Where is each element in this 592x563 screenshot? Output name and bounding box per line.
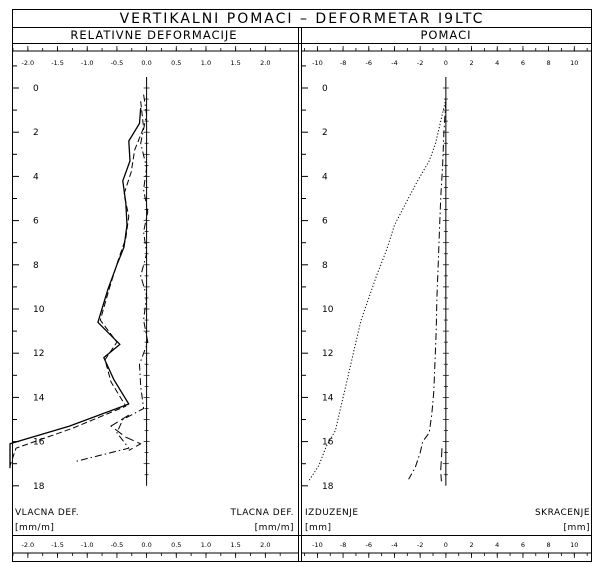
bottom-x-tick-label: 1.5 — [230, 541, 240, 549]
chart-panel-0: -2.0 -1.5 -1.0 -0.5 0.0 0.5 1.0 1.5 2.0 -2.0 -1.5 -… — [9, 46, 298, 558]
bottom-x-tick-label: 10 — [570, 541, 578, 549]
page-title: VERTIKALNI POMACI – DEFORMETAR I9LTC — [120, 11, 485, 27]
top-x-tick-label: 1.5 — [230, 59, 240, 67]
bottom-x-tick-label: -1.5 — [51, 541, 64, 549]
caption-skracenje: SKRACENJE — [535, 508, 590, 518]
depth-tick-label: 6 — [33, 217, 39, 227]
depth-tick-label: 16 — [33, 438, 45, 448]
top-x-tick-label: 10 — [570, 59, 578, 67]
chart-panel-1: -10 -8 -6 -4 -2 0 2 4 6 8 10 -10 -8 -6 -4 -2 0 2 4 6 8 10 0 2 4 6… — [302, 46, 591, 558]
plot-layer: -2.0 -1.5 -1.0 -0.5 0.0 0.5 1.0 1.5 2.0 -2.0 -1.5 -… — [9, 46, 591, 558]
bottom-x-tick-label: 2 — [469, 541, 473, 549]
depth-tick-label: 14 — [33, 393, 45, 403]
depth-tick-label: 4 — [322, 172, 328, 182]
depth-tick-label: 12 — [322, 349, 333, 359]
depth-tick-label: 12 — [33, 349, 44, 359]
bottom-x-tick-label: 0.5 — [171, 541, 181, 549]
caption-tlacna: TLACNA DEF. — [230, 508, 294, 518]
top-x-tick-label: -0.5 — [111, 59, 124, 67]
top-x-tick-label: -6 — [366, 59, 372, 67]
panel-subtitle-left: RELATIVNE DEFORMACIJE — [70, 28, 237, 42]
depth-tick-label: 8 — [33, 261, 39, 271]
top-x-tick-label: 0.5 — [171, 59, 181, 67]
series-line-2-long-dash — [440, 448, 443, 482]
top-x-tick-label: 0 — [444, 59, 448, 67]
top-x-tick-label: -10 — [312, 59, 323, 67]
depth-tick-label: 6 — [322, 217, 328, 227]
top-x-tick-label: 2 — [469, 59, 473, 67]
bottom-x-tick-label: -2 — [417, 541, 423, 549]
panel-subtitle-right: POMACI — [421, 28, 472, 42]
top-x-tick-label: 6 — [521, 59, 525, 67]
depth-tick-label: 10 — [322, 305, 334, 315]
depth-tick-label: 18 — [322, 482, 334, 492]
depth-tick-label: 0 — [322, 84, 328, 94]
bottom-x-tick-label: 0 — [444, 541, 448, 549]
bottom-x-tick-label: -0.5 — [111, 541, 124, 549]
bottom-x-tick-label: -4 — [391, 541, 397, 549]
bottom-x-tick-label: 2.0 — [260, 541, 270, 549]
series-line-3-long-dash — [110, 414, 142, 451]
series-line-1-dashed — [9, 101, 145, 467]
bottom-x-tick-label: -8 — [340, 541, 346, 549]
depth-tick-label: 10 — [33, 305, 45, 315]
top-x-tick-label: -8 — [340, 59, 346, 67]
series-line-0-dotted — [307, 98, 447, 482]
bottom-x-tick-label: 0.0 — [141, 541, 151, 549]
top-x-tick-label: 0.0 — [141, 59, 151, 67]
unit-right-a: [mm] — [305, 523, 332, 533]
depth-tick-label: 18 — [33, 482, 45, 492]
series-line-1-dash-dot — [408, 101, 447, 480]
series-line-2-dash-dot — [75, 94, 149, 462]
top-x-tick-label: 8 — [547, 59, 551, 67]
top-x-tick-label: -4 — [391, 59, 397, 67]
depth-tick-label: 8 — [322, 261, 328, 271]
series-line-0-solid — [9, 107, 142, 469]
bottom-x-tick-label: 6 — [521, 541, 525, 549]
bottom-x-tick-label: -1.0 — [81, 541, 94, 549]
top-x-tick-label: -2.0 — [22, 59, 35, 67]
bottom-x-tick-label: 1.0 — [201, 541, 211, 549]
unit-left-b: [mm/m] — [255, 523, 294, 533]
unit-left-a: [mm/m] — [15, 523, 54, 533]
top-x-tick-label: 4 — [495, 59, 499, 67]
bottom-x-tick-label: 8 — [547, 541, 551, 549]
top-x-tick-label: -1.5 — [51, 59, 64, 67]
depth-tick-label: 0 — [33, 84, 39, 94]
top-x-tick-label: -2 — [417, 59, 423, 67]
depth-tick-label: 14 — [322, 393, 334, 403]
bottom-x-tick-label: -6 — [366, 541, 372, 549]
top-x-tick-label: 1.0 — [201, 59, 211, 67]
caption-vlacna: VLACNA DEF. — [15, 508, 79, 518]
depth-tick-label: 4 — [33, 172, 39, 182]
top-x-tick-label: -1.0 — [81, 59, 94, 67]
bottom-x-tick-label: 4 — [495, 541, 499, 549]
top-x-tick-label: 2.0 — [260, 59, 270, 67]
unit-right-b: [mm] — [563, 523, 590, 533]
depth-tick-label: 2 — [322, 128, 328, 138]
bottom-x-tick-label: -2.0 — [22, 541, 35, 549]
depth-tick-label: 2 — [33, 128, 39, 138]
caption-izduzenje: IZDUZENJE — [305, 508, 359, 518]
bottom-x-tick-label: -10 — [312, 541, 323, 549]
